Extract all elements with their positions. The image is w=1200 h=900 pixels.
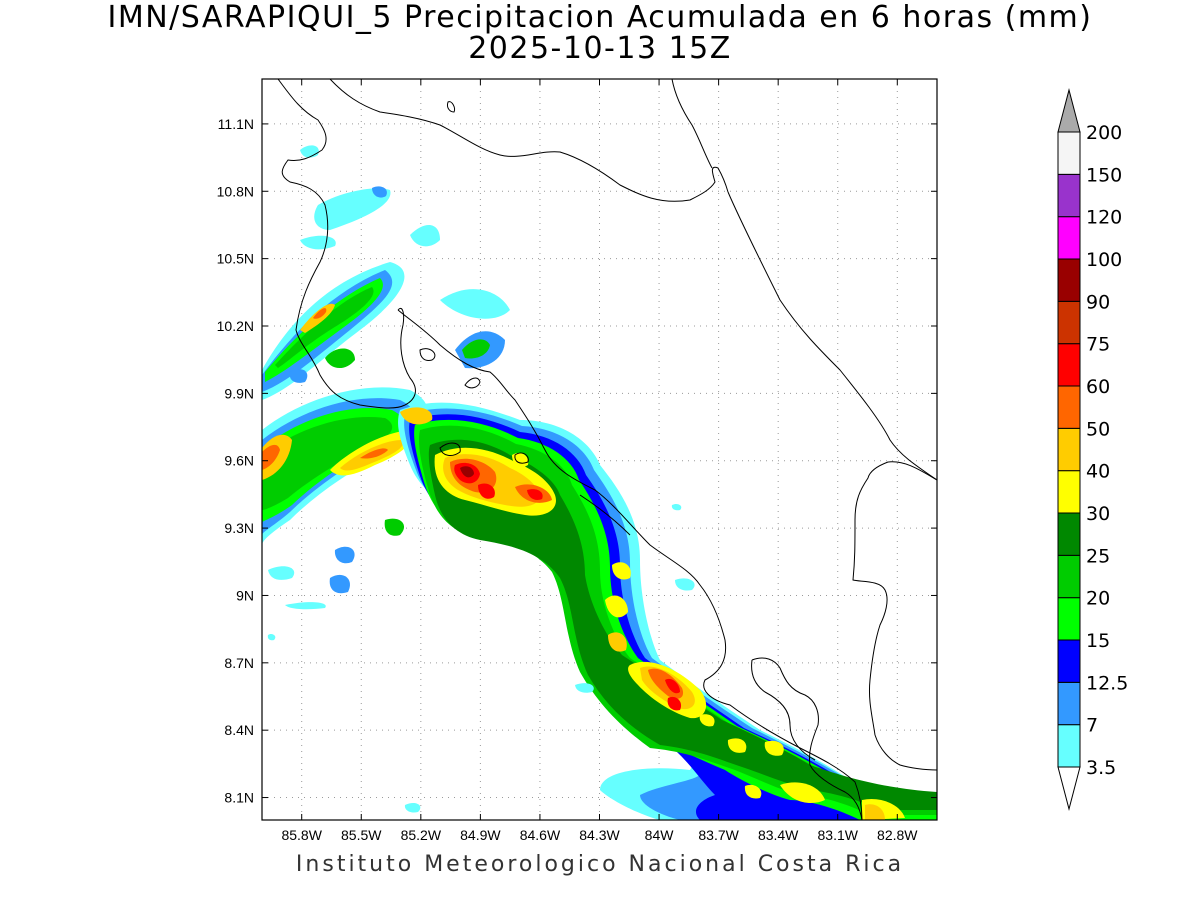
colorbar-swatch: [1057, 512, 1081, 556]
colorbar-label: 20: [1086, 588, 1110, 610]
colorbar-label: 120: [1086, 207, 1122, 229]
colorbar-label: 7: [1086, 715, 1098, 737]
colorbar-swatch: [1057, 300, 1081, 345]
colorbar-label: 30: [1086, 503, 1110, 525]
lon-tick-label: 85.5W: [341, 827, 382, 843]
lon-tick-label: 83.1W: [818, 827, 859, 843]
colorbar-label: 50: [1086, 418, 1110, 440]
lat-tick-label: 9.6N: [224, 453, 254, 469]
colorbar-label: 25: [1086, 545, 1110, 567]
lat-tick-label: 8.1N: [224, 790, 254, 806]
lat-tick-label: 9.3N: [224, 520, 254, 536]
lat-tick-label: 9.9N: [224, 385, 254, 401]
colorbar-swatch: [1057, 343, 1081, 387]
colorbar-label: 60: [1086, 376, 1110, 398]
colorbar-swatch: [1057, 597, 1081, 641]
colorbar-label: 90: [1086, 291, 1110, 313]
rain-band-nicoya: [262, 348, 429, 545]
chart-title: IMN/SARAPIQUI_5 Precipitacion Acumulada …: [0, 2, 1200, 64]
lon-tick-label: 85.8W: [281, 827, 322, 843]
colorbar-swatch: [1057, 470, 1081, 514]
lat-tick-label: 9N: [236, 587, 254, 603]
precip-field: [262, 79, 937, 820]
title-line-2: 2025-10-13 15Z: [468, 31, 732, 66]
lat-tick-label: 11.1N: [218, 116, 254, 132]
colorbar-swatch: [1057, 639, 1081, 683]
colorbar-label: 150: [1086, 164, 1122, 186]
colorbar-swatch: [1057, 173, 1081, 218]
colorbar-swatch: [1057, 131, 1081, 175]
lon-tick-label: 85.2W: [401, 827, 442, 843]
lon-tick-label: 83.7W: [698, 827, 739, 843]
colorbar-label: 3.5: [1086, 757, 1116, 779]
rain-band-central-pacific: [267, 289, 937, 820]
coastlines: [277, 79, 937, 820]
colorbar-lower-arrow: [1057, 766, 1081, 811]
colorbar-swatch: [1057, 216, 1081, 260]
lon-tick-label: 84W: [645, 827, 675, 843]
title-line-1: IMN/SARAPIQUI_5 Precipitacion Acumulada …: [107, 0, 1093, 35]
lat-tick-label: 10.8N: [217, 183, 254, 199]
lat-tick-label: 8.7N: [224, 655, 254, 671]
colorbar-label: 40: [1086, 461, 1110, 483]
lon-tick-label: 82.8W: [877, 827, 918, 843]
colorbar-swatch: [1057, 681, 1081, 726]
colorbar-swatch: [1057, 258, 1081, 302]
lat-tick-label: 10.5N: [217, 251, 254, 267]
colorbar-label: 100: [1086, 249, 1122, 271]
colorbar-swatch: [1057, 385, 1081, 429]
colorbar-label: 200: [1086, 122, 1122, 144]
lon-tick-label: 84.9W: [460, 827, 501, 843]
colorbar-upper-arrow: [1057, 88, 1081, 133]
colorbar-swatch: [1057, 724, 1081, 768]
lon-tick-label: 84.6W: [520, 827, 561, 843]
footer-credit: Instituto Meteorologico Nacional Costa R…: [295, 852, 905, 877]
lat-tick-label: 10.2N: [217, 318, 254, 334]
colorbar-swatch: [1057, 427, 1081, 472]
colorbar-label: 15: [1086, 630, 1110, 652]
axis-ticks: 85.8W 85.5W 85.2W 84.9W 84.6W 84.3W 84W 83.7W 83…: [217, 79, 937, 843]
colorbar-swatch: [1057, 554, 1081, 599]
colorbar: 3.5 7 12.5 15 20 25 30 40 50 60 75 90 100 120 150 200: [1057, 88, 1128, 811]
lon-tick-label: 84.3W: [579, 827, 620, 843]
lon-tick-label: 83.4W: [758, 827, 799, 843]
lat-tick-label: 8.4N: [224, 722, 254, 738]
colorbar-label: 75: [1086, 334, 1110, 356]
colorbar-label: 12.5: [1086, 672, 1128, 694]
